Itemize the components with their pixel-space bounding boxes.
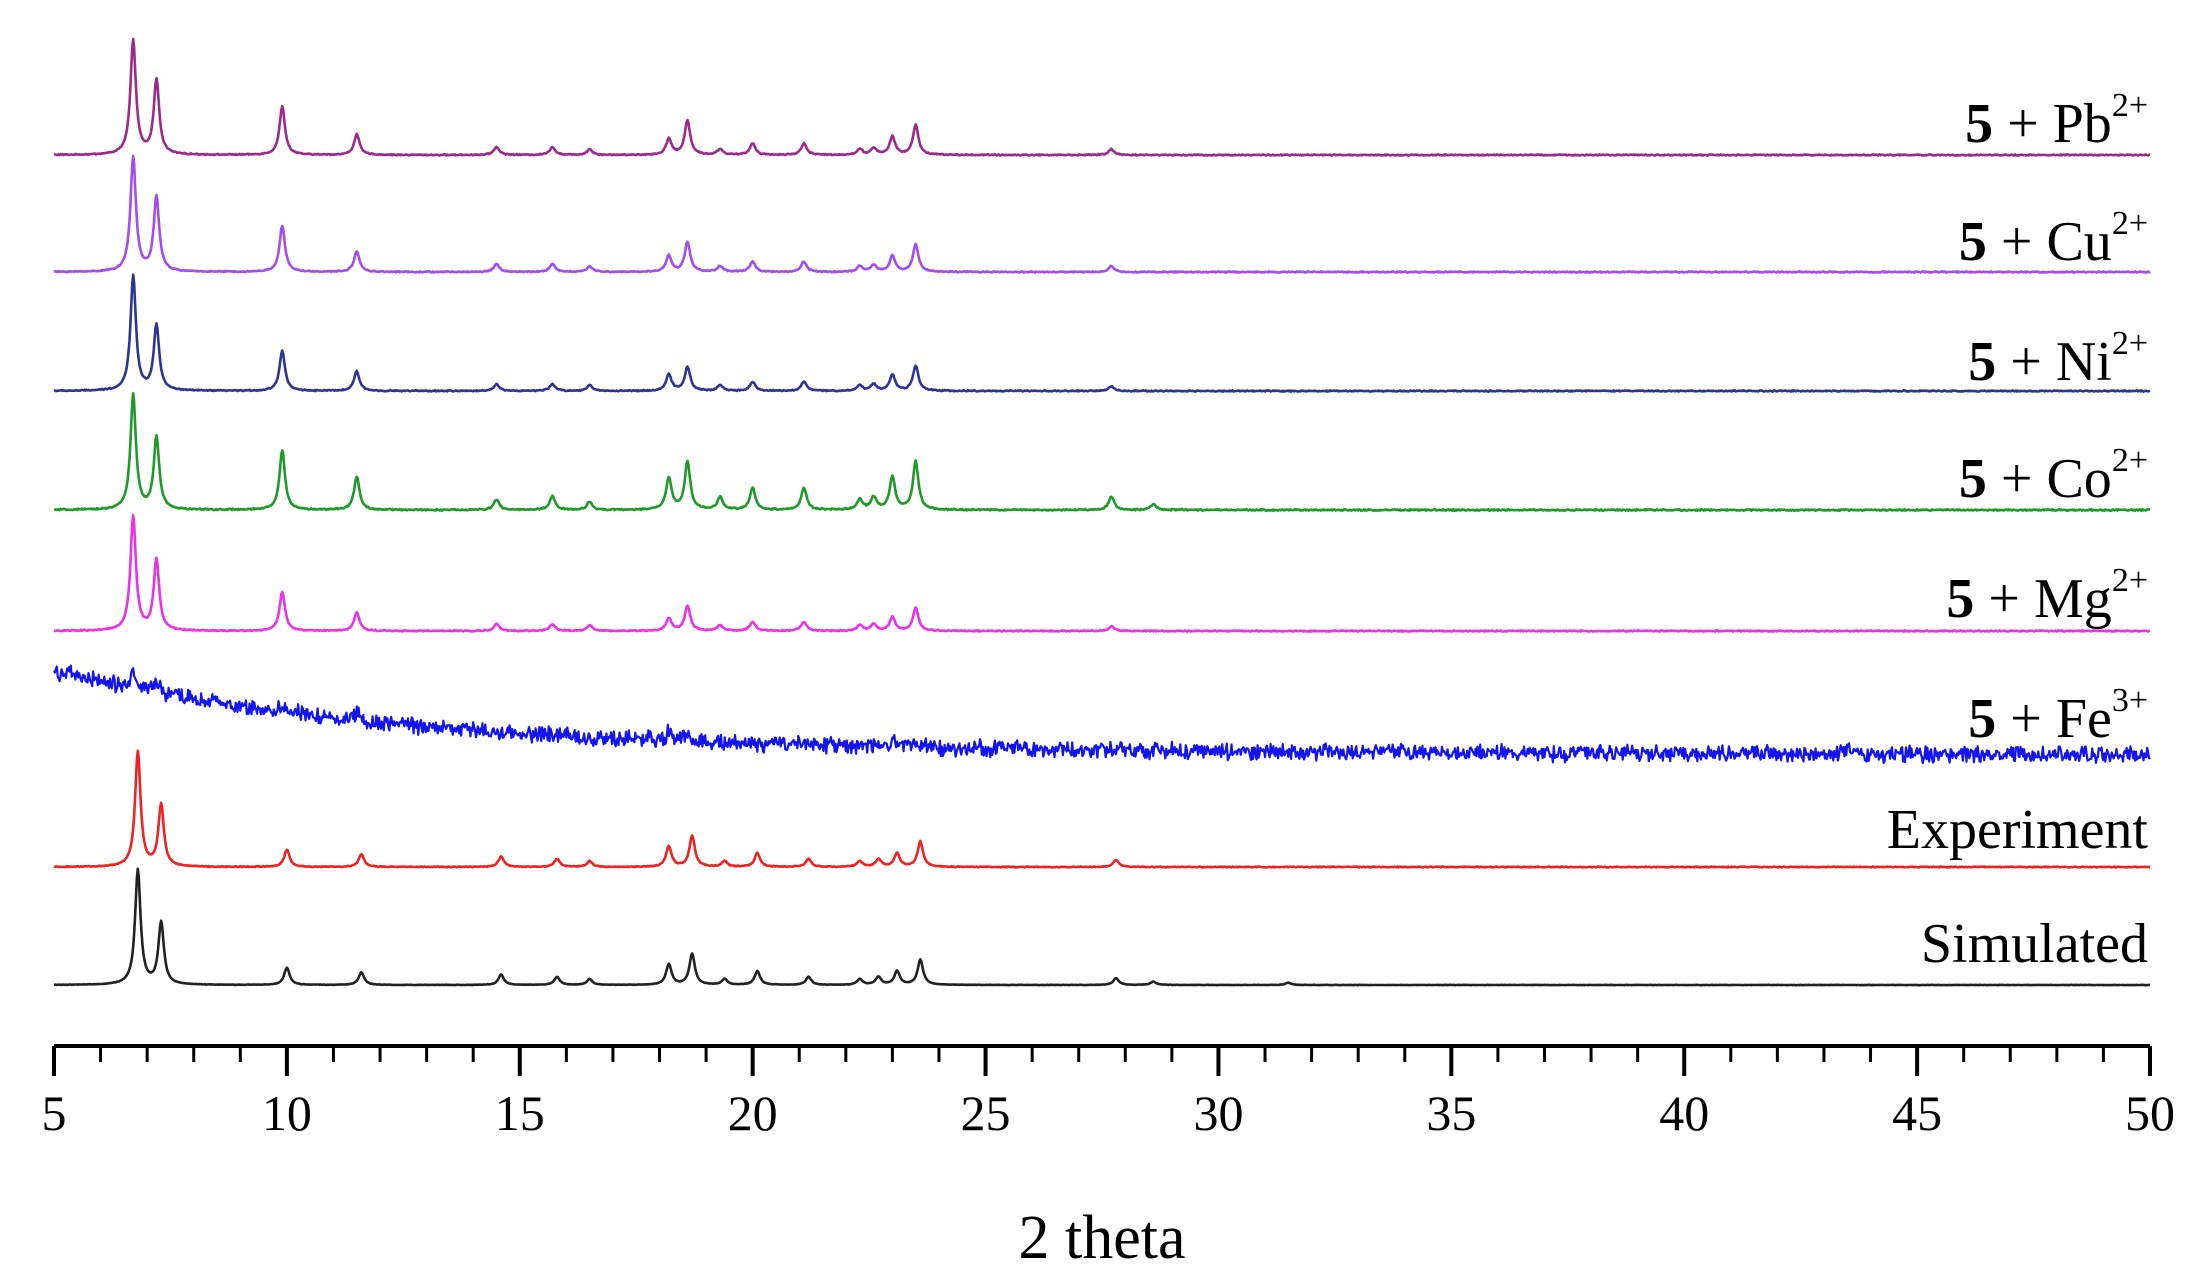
series-line-co [53,391,2151,513]
x-tick-label: 35 [1426,1085,1476,1141]
series-line-cu [53,154,2151,274]
x-tick-label: 45 [1892,1085,1942,1141]
series-line-fe [53,664,2151,765]
series-label-pb: 5 + Pb2+ [1965,87,2148,155]
series-label-exp: Experiment [1887,799,2149,861]
x-tick-label: 40 [1659,1085,1709,1141]
series-label-co: 5 + Co2+ [1959,442,2148,510]
series-line-ni [53,273,2151,394]
series-line-pb [53,37,2151,157]
x-tick-label: 15 [495,1085,545,1141]
series-layer [53,37,2151,987]
series-line-exp [53,749,2151,869]
x-axis-ticks: 5 10 15 20 25 30 35 40 45 50 [42,1046,2175,1141]
series-line-mg [53,513,2151,633]
series-label-cu: 5 + Cu2+ [1959,205,2148,273]
series-label-mg: 5 + Mg2+ [1946,562,2148,630]
series-label-sim: Simulated [1921,913,2148,975]
x-axis-label: 2 theta [1019,1204,1186,1272]
series-label-ni: 5 + Ni2+ [1968,325,2148,393]
series-line-sim [53,867,2151,987]
x-tick-label: 30 [1193,1085,1243,1141]
x-tick-label: 5 [42,1085,67,1141]
x-tick-label: 25 [961,1085,1011,1141]
x-tick-label: 50 [2125,1085,2175,1141]
series-label-layer: 5 + Pb2+ 5 + Cu2+ 5 + Ni2+ 5 + Co2+ 5 + Mg2+… [1887,87,2149,975]
series-label-fe: 5 + Fe3+ [1968,682,2148,750]
x-tick-label: 10 [262,1085,312,1141]
x-tick-label: 20 [728,1085,778,1141]
